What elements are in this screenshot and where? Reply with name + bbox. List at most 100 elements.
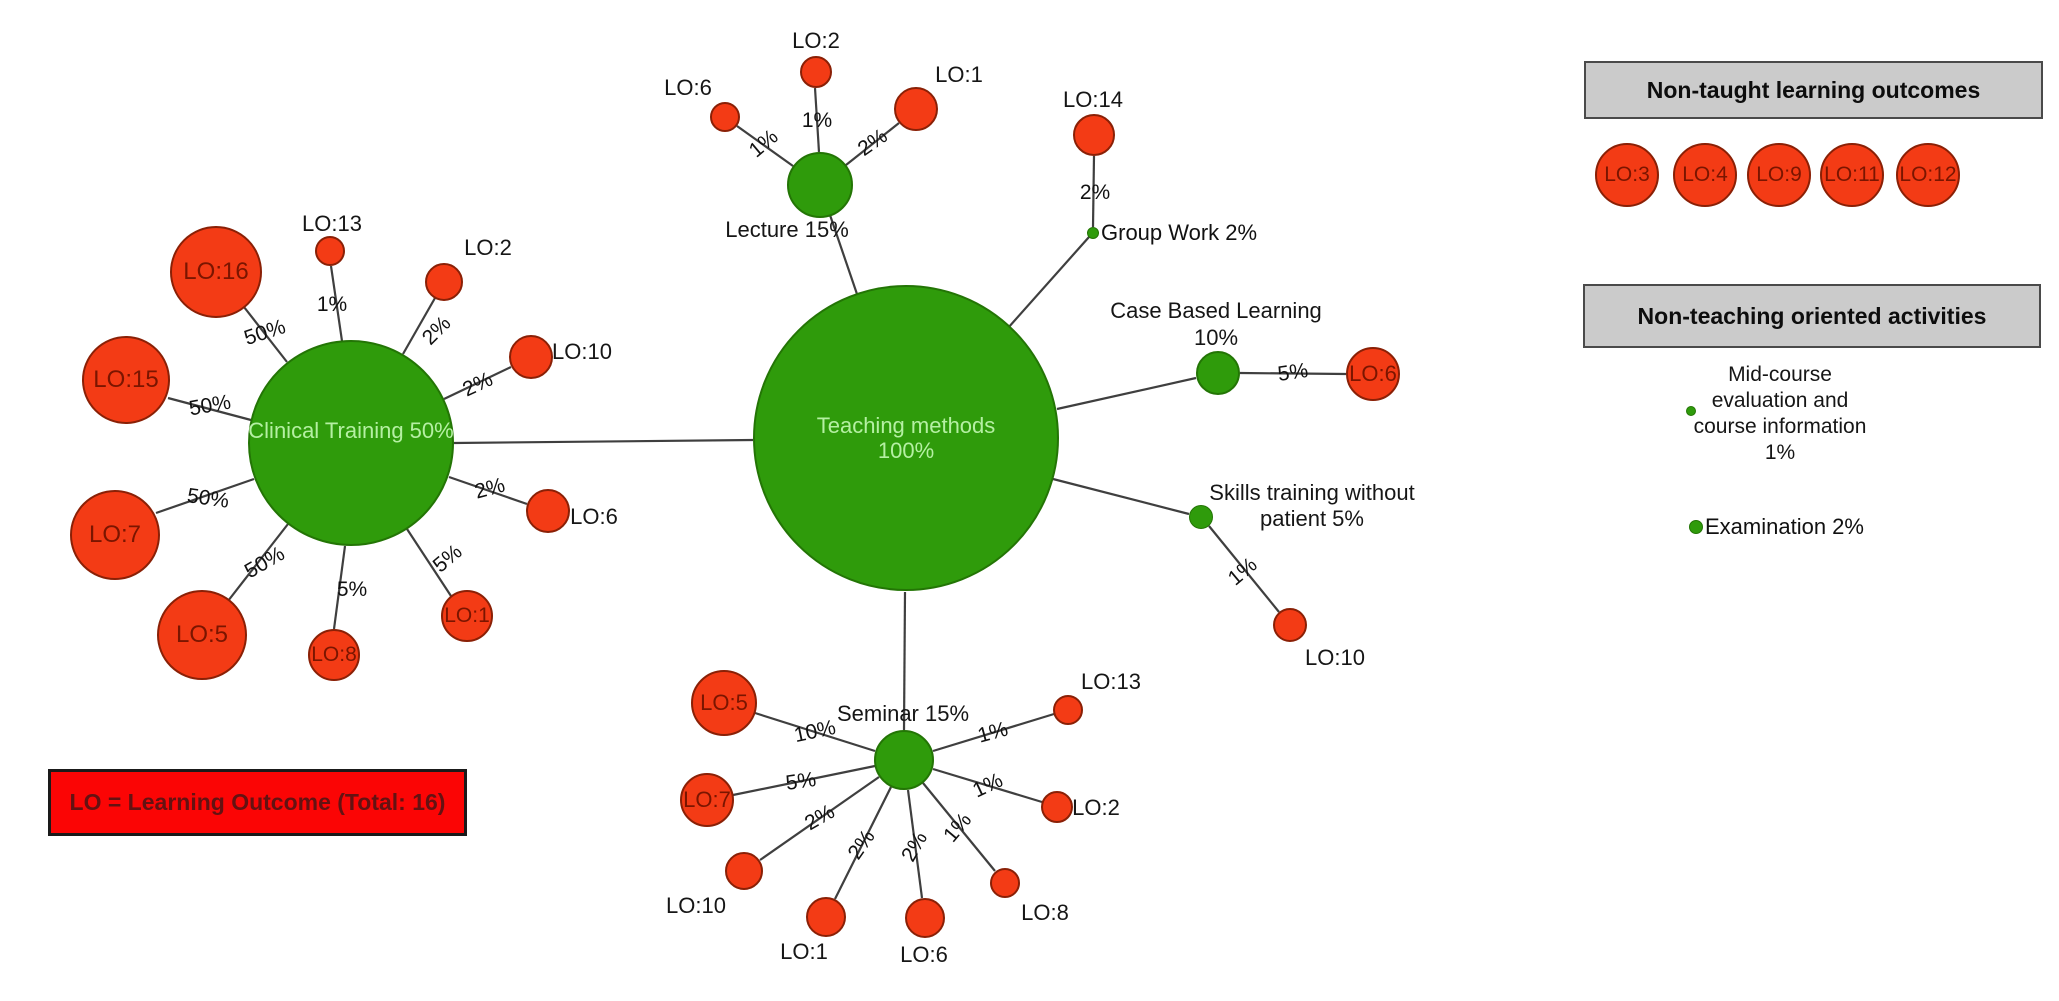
seminar-lo10-label: LO:10 xyxy=(666,893,726,918)
edge-seminar-lo2 xyxy=(932,767,1043,804)
node-clinical-lo5: LO:5 xyxy=(157,590,247,680)
edge-clinical-lo7 xyxy=(155,477,255,515)
skills-training-label: Skills training without patient 5% xyxy=(1209,480,1415,531)
node-lecture xyxy=(787,152,853,218)
node-clinical-lo16: LO:16 xyxy=(170,226,262,318)
clinical-lo8-pct: 5% xyxy=(336,578,368,601)
edge-lecture-lo1 xyxy=(845,122,900,166)
edge-seminar-lo8 xyxy=(922,782,996,872)
node-clinical-lo2 xyxy=(425,263,463,301)
edge-clinical-lo6 xyxy=(448,475,528,506)
casebased-lo6-pct: 5% xyxy=(1276,359,1310,387)
legend-node-lo9: LO:9 xyxy=(1747,143,1811,207)
edge-teaching-skills xyxy=(1052,477,1190,516)
lecture-lo1-label: LO:1 xyxy=(935,62,983,87)
seminar-lo1-label: LO:1 xyxy=(780,939,828,964)
node-teaching-methods: Teaching methods 100% xyxy=(753,285,1059,591)
case-based-title: Case Based Learning xyxy=(1110,298,1322,323)
lecture-lo2-pct: 1% xyxy=(801,109,833,132)
seminar-lo13-label: LO:13 xyxy=(1081,669,1141,694)
examination-label: Examination 2% xyxy=(1705,514,1864,539)
edge-clinical-lo1 xyxy=(406,528,452,597)
clinical-lo13-pct: 1% xyxy=(316,293,348,316)
node-seminar-lo6 xyxy=(905,898,945,938)
lecture-lo2-label: LO:2 xyxy=(792,28,840,53)
node-groupwork-lo14 xyxy=(1073,114,1115,156)
edge-lecture-lo6 xyxy=(736,125,794,167)
edge-clinical-lo10 xyxy=(443,366,512,400)
seminar-label: Seminar 15% xyxy=(836,701,970,726)
edge-seminar-lo10 xyxy=(759,776,880,861)
node-casebased-lo6: LO:6 xyxy=(1346,347,1400,401)
lecture-lo6-label: LO:6 xyxy=(664,75,712,100)
node-seminar-lo7: LO:7 xyxy=(680,773,734,827)
groupwork-lo14-pct: 2% xyxy=(1079,181,1111,204)
node-seminar-lo2 xyxy=(1041,791,1073,823)
node-seminar-lo8 xyxy=(990,868,1020,898)
node-clinical-lo15: LO:15 xyxy=(82,336,170,424)
node-lecture-lo6 xyxy=(710,102,740,132)
edge-seminar-lo5 xyxy=(754,711,876,753)
clinical-lo2-label: LO:2 xyxy=(464,235,512,260)
node-seminar-lo5: LO:5 xyxy=(691,670,757,736)
seminar-lo7-pct: 5% xyxy=(784,768,818,796)
node-clinical-lo8: LO:8 xyxy=(308,629,360,681)
edge-teaching-groupwork xyxy=(1007,236,1090,329)
clinical-lo6-label: LO:6 xyxy=(570,504,618,529)
edge-clinical-lo15 xyxy=(167,396,252,422)
edge-clinical-lo5 xyxy=(227,523,289,602)
clinical-training-label: Clinical Training 50% xyxy=(248,418,454,443)
node-skills-training xyxy=(1189,505,1213,529)
legend-non-taught-header: Non-taught learning outcomes xyxy=(1584,61,2043,119)
edge-seminar-lo7 xyxy=(732,764,876,797)
legend-activities-header: Non-teaching oriented activities xyxy=(1583,284,2041,348)
edge-teaching-seminar xyxy=(902,591,907,731)
node-skills-lo10 xyxy=(1273,608,1307,642)
node-lecture-lo2 xyxy=(800,56,832,88)
seminar-lo8-label: LO:8 xyxy=(1021,900,1069,925)
node-seminar xyxy=(874,730,934,790)
teaching-methods-label: Teaching methods 100% xyxy=(816,413,996,463)
edge-seminar-lo13 xyxy=(932,712,1055,753)
legend-node-lo3: LO:3 xyxy=(1595,143,1659,207)
node-clinical-lo13 xyxy=(315,236,345,266)
clinical-lo13-label: LO:13 xyxy=(302,211,362,236)
node-clinical-lo7: LO:7 xyxy=(70,490,160,580)
skills-lo10-label: LO:10 xyxy=(1305,645,1365,670)
lo-definition-note: LO = Learning Outcome (Total: 16) xyxy=(48,769,467,836)
node-group-work xyxy=(1087,227,1099,239)
node-clinical-lo10 xyxy=(509,335,553,379)
case-based-pct: 10% xyxy=(1193,325,1239,350)
node-clinical-lo6 xyxy=(526,489,570,533)
edge-seminar-lo6 xyxy=(906,789,924,899)
mid-course-dot xyxy=(1686,406,1696,416)
edge-teaching-lecture xyxy=(828,214,860,298)
seminar-lo2-label: LO:2 xyxy=(1072,795,1120,820)
clinical-lo10-label: LO:10 xyxy=(552,339,612,364)
edge-seminar-lo1 xyxy=(834,786,892,900)
edge-casebased-lo6 xyxy=(1239,371,1347,376)
node-clinical-lo1: LO:1 xyxy=(441,590,493,642)
groupwork-lo14-label: LO:14 xyxy=(1063,87,1123,112)
edge-groupwork-lo14 xyxy=(1091,155,1096,228)
node-seminar-lo1 xyxy=(806,897,846,937)
legend-node-lo12: LO:12 xyxy=(1896,143,1960,207)
examination-dot xyxy=(1689,520,1703,534)
edge-clinical-lo2 xyxy=(402,297,436,355)
edge-clinical-lo13 xyxy=(329,265,344,342)
edge-clinical-lo8 xyxy=(332,545,347,630)
node-lecture-lo1 xyxy=(894,87,938,131)
legend-node-lo11: LO:11 xyxy=(1820,143,1884,207)
node-clinical-training: Clinical Training 50% xyxy=(248,340,454,546)
mid-course-label: Mid-course evaluation and course informa… xyxy=(1693,363,1867,464)
legend-node-lo4: LO:4 xyxy=(1673,143,1737,207)
seminar-lo6-label: LO:6 xyxy=(900,942,948,967)
node-seminar-lo13 xyxy=(1053,695,1083,725)
edge-lecture-lo2 xyxy=(813,87,821,153)
edge-skills-lo10 xyxy=(1208,525,1280,613)
edge-teaching-casebased xyxy=(1056,376,1197,411)
node-seminar-lo10 xyxy=(725,852,763,890)
group-work-label: Group Work 2% xyxy=(1101,220,1258,245)
